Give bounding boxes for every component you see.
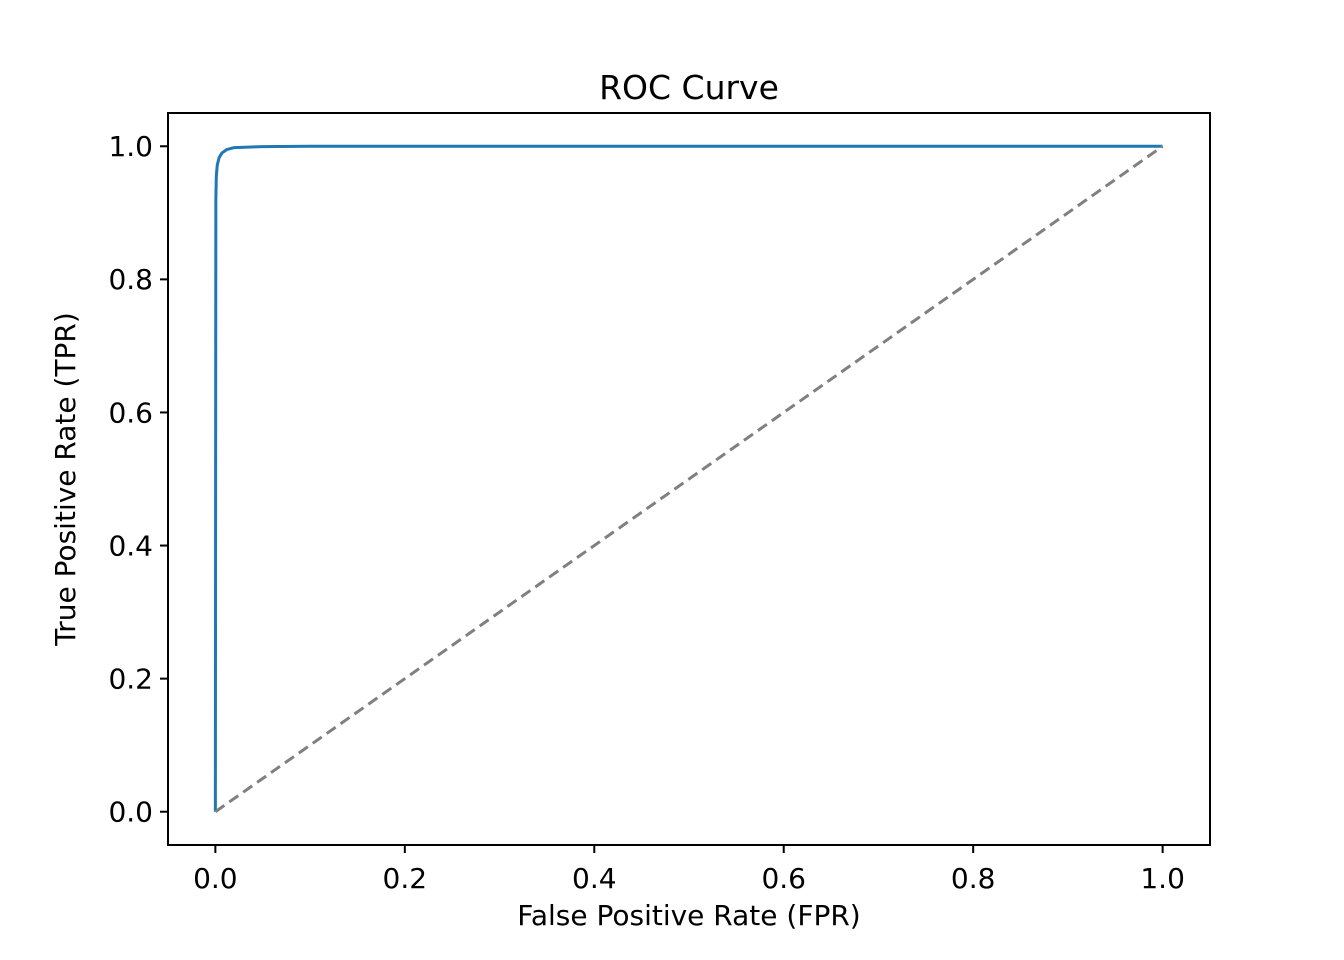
chart-title: ROC Curve — [599, 68, 779, 107]
y-tick-label: 1.0 — [108, 130, 153, 163]
y-tick-label: 0.6 — [108, 396, 153, 429]
y-axis-label: True Positive Rate (TPR) — [49, 312, 82, 647]
x-tick-label: 0.8 — [951, 862, 996, 895]
x-tick-label: 0.2 — [383, 862, 428, 895]
y-tick-label: 0.8 — [108, 263, 153, 296]
x-tick-label: 0.6 — [761, 862, 806, 895]
plot-layer: 0.0 0.2 0.4 0.6 0.8 1.0 0.0 0.2 0.4 0.6 0.8 1.0 — [108, 112, 1211, 895]
x-axis-label: False Positive Rate (FPR) — [517, 899, 860, 932]
axes-spines — [167, 112, 1211, 846]
chance-diagonal-line — [214, 145, 1164, 813]
y-tick-label: 0.0 — [108, 796, 153, 829]
y-tick-label: 0.2 — [108, 662, 153, 695]
roc-curve-line — [213, 144, 1163, 812]
x-tick-label: 1.0 — [1140, 862, 1185, 895]
y-tick-label: 0.4 — [108, 529, 153, 562]
x-tick-label: 0.4 — [572, 862, 617, 895]
x-tick-label: 0.0 — [193, 862, 238, 895]
